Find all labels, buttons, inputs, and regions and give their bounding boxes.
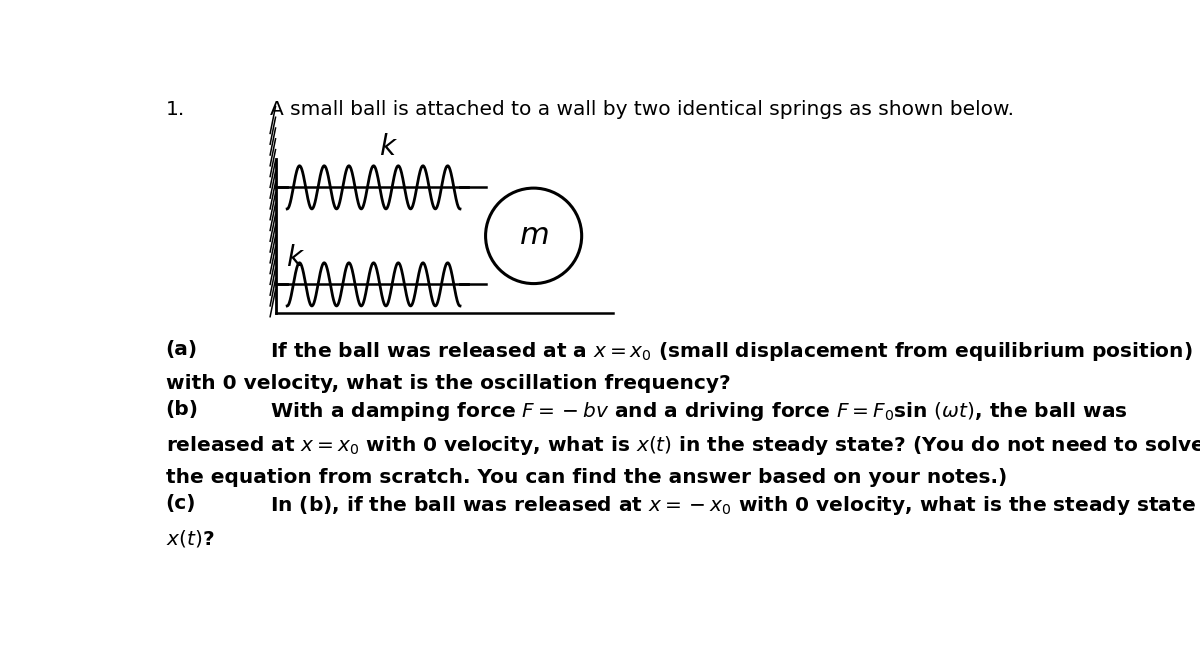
Text: (a): (a)	[166, 340, 198, 359]
Text: (c): (c)	[166, 494, 196, 513]
Text: the equation from scratch. You can find the answer based on your notes.): the equation from scratch. You can find …	[166, 467, 1007, 487]
Text: In (b), if the ball was released at $x = -x_0$ with 0 velocity, what is the stea: In (b), if the ball was released at $x =…	[270, 494, 1196, 517]
Text: $m$: $m$	[518, 222, 548, 250]
Text: with 0 velocity, what is the oscillation frequency?: with 0 velocity, what is the oscillation…	[166, 374, 730, 393]
Text: If the ball was released at a $x = x_0$ (small displacement from equilibrium pos: If the ball was released at a $x = x_0$ …	[270, 340, 1193, 363]
Text: released at $x = x_0$ with 0 velocity, what is $x(t)$ in the steady state? (You : released at $x = x_0$ with 0 velocity, w…	[166, 434, 1200, 457]
Text: $k$: $k$	[286, 244, 305, 272]
Text: A small ball is attached to a wall by two identical springs as shown below.: A small ball is attached to a wall by tw…	[270, 99, 1014, 118]
Text: $x(t)$?: $x(t)$?	[166, 528, 214, 549]
Text: With a damping force $F = -bv$ and a driving force $F = F_0$sin $(\omega t)$, th: With a damping force $F = -bv$ and a dri…	[270, 400, 1128, 423]
Text: $k$: $k$	[379, 133, 397, 161]
Text: (b): (b)	[166, 400, 198, 419]
Text: 1.: 1.	[166, 99, 185, 118]
